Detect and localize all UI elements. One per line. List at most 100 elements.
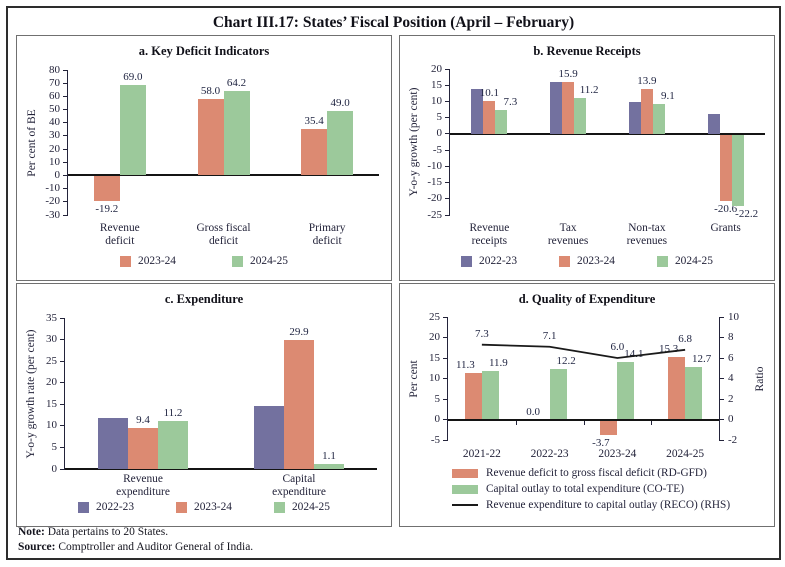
y-tick-mark [63,69,68,71]
category-label: Gross fiscal deficit [169,222,279,248]
y-tick-label: 25 [46,354,57,367]
figure-footnotes: Note: Data pertains to 20 States. Source… [18,525,253,555]
legend-item: 2022-23 [461,255,517,267]
right-y-tick-label: 4 [728,372,734,384]
legend-label: 2023-24 [577,255,615,267]
category-label: Tax revenues [513,222,623,248]
bar-series-2 [481,370,499,420]
bar-series-2 [617,361,635,420]
legend-color-swatch [120,255,132,267]
bar-series-1 [707,114,720,134]
bar-series-1 [471,88,484,134]
right-y-tick-label: 6 [728,351,734,364]
bar-series-1 [600,420,618,435]
panel-key-deficit-indicators: a. Key Deficit Indicators Per cent of BE 8… [16,35,392,281]
y-tick-label: 20 [46,376,57,389]
legend: 2022-23 2023-24 2024-25 [400,255,774,267]
category-label-line: expenditure [116,486,170,498]
bar-value-label: 7.3 [503,96,518,109]
panel-title: d. Quality of Expenditure [518,292,656,306]
bar-series-3 [158,420,188,469]
right-y-tick-mark [719,439,724,441]
bar-value-label: 15.9 [558,68,578,81]
category-label-line: Tax [559,222,577,234]
y-tick-label: -30 [45,208,60,221]
bar-series-2 [327,110,354,176]
category-label: Grants [671,222,774,235]
legend-item: 2024-25 [232,255,288,267]
y-tick-mark [63,122,68,124]
category-label-line: Grants [710,222,741,234]
y-tick-label: 5 [434,392,441,405]
y-tick-label: 20 [431,62,442,75]
right-y-tick-mark [719,398,724,400]
bar-series-3 [314,464,344,469]
legend-label: 2023-24 [138,255,176,267]
legend-item: 2023-24 [559,255,615,267]
legend-label: 2023-24 [194,501,232,513]
category-label-line: Revenue [123,473,163,485]
bar-series-3 [731,134,744,206]
bar-value-label: -22.2 [735,207,759,220]
bar-value-label: 11.2 [163,406,183,419]
bar-value-label: 11.9 [488,356,508,369]
bar-series-2 [119,84,146,176]
category-label: Primary deficit [272,222,382,248]
x-axis-line [65,468,377,470]
category-label-line: Primary [308,222,346,234]
line-value-label: 7.1 [542,329,557,342]
figure-frame: Chart III.17: States’ Fiscal Position (A… [6,6,781,560]
category-label: Revenue deficit [65,222,175,248]
y-tick-mark [445,133,450,135]
bar-value-label: 11.3 [455,359,475,372]
panel-expenditure: c. Expenditure Y-o-y growth rate (per cen… [16,283,392,527]
legend-line-swatch [452,504,478,506]
y-tick-mark [63,201,68,203]
bar-series-2 [640,88,653,134]
y-tick-mark [445,198,450,200]
bar-series-1 [464,373,482,420]
right-y-tick-label: -2 [728,433,738,446]
y-tick-mark [63,174,68,176]
y-tick-mark [443,378,448,379]
bar-value-label: 13.9 [637,74,657,87]
note-label: Note: [18,526,45,538]
bar-value-label: -19.2 [95,202,119,215]
y-tick-mark [445,84,450,86]
y-tick-label: 5 [436,111,443,124]
y-tick-label: -10 [427,159,442,172]
right-y-tick-mark [719,378,724,379]
legend-label: 2022-23 [479,255,518,267]
y-tick-mark [445,214,450,216]
y-tick-mark [443,398,448,400]
y-tick-mark [60,425,65,427]
category-label: Capital expenditure [244,473,354,499]
bar-series-1 [197,99,224,176]
category-label-line: Gross fiscal [196,222,251,234]
bar-value-label: 64.2 [226,76,247,89]
category-label: 2022-23 [495,448,605,461]
y-tick-label: 0 [436,127,443,140]
bar-value-label: -3.7 [592,436,610,449]
y-tick-mark [443,419,448,420]
legend-color-swatch [559,255,571,267]
legend-label: Capital outlay to total expenditure (CO-… [486,483,684,495]
y-tick-mark [445,165,450,167]
y-tick-label: 10 [429,372,440,384]
bar-value-label: 11.2 [579,83,599,96]
line-value-label: 7.3 [475,327,489,340]
bar-series-1 [668,356,686,420]
y-tick-mark [445,149,450,151]
y-axis-line [449,69,451,215]
legend-color-swatch [78,501,90,513]
panel-title: b. Revenue Receipts [533,44,641,58]
legend-item: 2022-23 [78,501,134,513]
bar-series-1 [628,101,641,134]
y-tick-label: 0 [434,413,441,425]
bar-value-label: 69.0 [123,70,143,83]
y-tick-label: 80 [49,63,60,76]
category-label: Revenue expenditure [88,473,198,499]
y-tick-mark [63,95,68,97]
y-tick-label: 0 [51,462,58,475]
category-label: 2023-24 [562,448,672,461]
